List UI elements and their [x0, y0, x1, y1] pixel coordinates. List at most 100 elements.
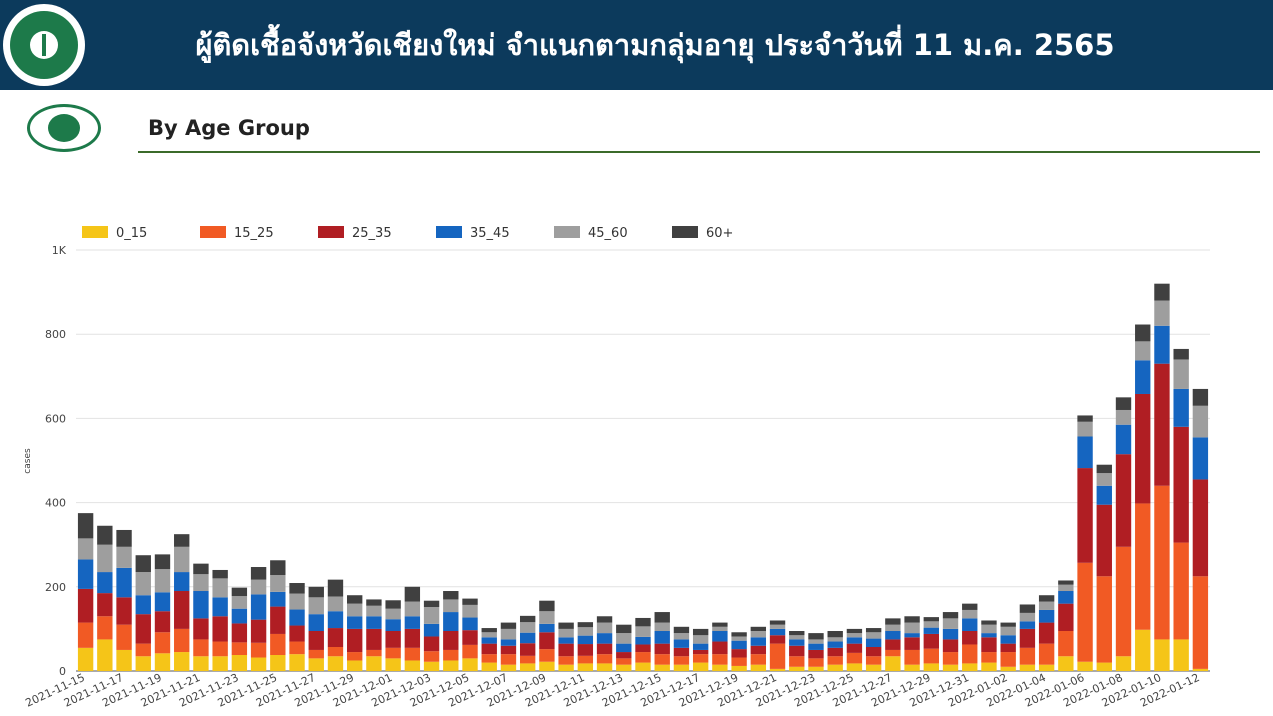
bar-segment	[750, 645, 767, 655]
bar-segment	[962, 663, 978, 671]
bar-segment	[885, 649, 901, 657]
bar-segment	[1019, 621, 1036, 629]
bar-segment	[865, 632, 882, 639]
bar-segment	[692, 643, 709, 650]
bar-segment	[827, 647, 843, 657]
bar-segment	[1077, 436, 1093, 469]
bar-segment	[539, 661, 555, 671]
bar-segment	[1019, 612, 1036, 622]
bar-segment	[1115, 454, 1132, 547]
bar-segment	[116, 649, 132, 671]
bar-segment	[558, 643, 574, 657]
bar-segment	[77, 588, 94, 623]
bar-segment	[1077, 468, 1093, 563]
bar-segment	[673, 633, 690, 640]
bar-segment	[981, 637, 997, 653]
bar-segment	[789, 666, 805, 671]
bar-segment	[404, 616, 421, 629]
bar-segment	[1038, 664, 1055, 671]
bar-segment	[135, 595, 151, 615]
bar-segment	[404, 601, 421, 617]
bar-segment	[885, 631, 901, 640]
bar-segment	[462, 617, 478, 631]
bar-segment	[1058, 631, 1074, 657]
bar-segment	[1173, 639, 1189, 671]
bar-segment	[423, 607, 440, 624]
bar-segment	[500, 622, 517, 629]
bar-segment	[904, 616, 920, 623]
bar-segment	[77, 538, 94, 560]
bar-segment	[1135, 341, 1151, 361]
bar-segment	[808, 658, 824, 667]
bar-segment	[789, 656, 805, 667]
legend-swatch	[82, 226, 108, 238]
bar-segment	[500, 664, 517, 671]
bar-segment	[712, 664, 728, 671]
bar-segment	[827, 631, 843, 638]
bar-segment	[231, 655, 248, 671]
bar-segment	[1173, 388, 1189, 427]
bar-segment	[750, 626, 767, 632]
bar-segment	[635, 636, 651, 645]
bar-segment	[116, 546, 132, 568]
bar-segment	[635, 617, 651, 627]
bar-segment	[250, 594, 267, 620]
bar-segment	[789, 635, 805, 640]
bar-segment	[193, 574, 209, 592]
bar-segment	[135, 614, 151, 644]
bar-segment	[1019, 604, 1036, 613]
bar-segment	[308, 586, 324, 598]
bar-segment	[1154, 485, 1170, 640]
bar-segment	[1058, 591, 1074, 604]
bar-segment	[769, 668, 786, 671]
bar-segment	[1000, 622, 1016, 627]
bar-segment	[212, 656, 228, 671]
bar-segment	[97, 572, 113, 594]
bar-segment	[750, 664, 767, 671]
bar-segment	[712, 622, 728, 627]
legend-label: 45_60	[588, 226, 628, 241]
bar-segment	[865, 638, 882, 648]
bar-segment	[116, 624, 132, 650]
y-tick-label: 600	[45, 412, 66, 425]
bar-segment	[366, 605, 382, 617]
bar-segment	[289, 609, 305, 626]
bar-segment	[673, 664, 690, 671]
bar-segment	[519, 622, 536, 633]
bar-segment	[443, 612, 459, 632]
bar-segment	[962, 631, 978, 645]
bar-segment	[616, 643, 632, 653]
bar-segment	[308, 631, 324, 650]
bar-segment	[289, 583, 305, 594]
y-axis-label: cases	[23, 448, 33, 474]
bar-segment	[327, 579, 344, 597]
bar-segment	[1192, 668, 1209, 671]
bar-segment	[904, 649, 920, 665]
bar-segment	[539, 600, 555, 612]
bar-segment	[885, 624, 901, 632]
bar-segment	[1173, 426, 1189, 543]
bar-segment	[1058, 584, 1074, 592]
bar-segment	[193, 563, 209, 575]
bar-segment	[231, 623, 248, 643]
bar-segment	[519, 615, 536, 623]
bar-segment	[481, 643, 497, 655]
bar-segment	[423, 661, 440, 671]
bar-segment	[1038, 595, 1055, 602]
bar-segment	[174, 572, 190, 592]
bar-segment	[827, 656, 843, 665]
legend-label: 60+	[706, 226, 733, 241]
bar-segment	[981, 624, 997, 634]
bar-segment	[539, 649, 555, 662]
bar-segment	[366, 649, 382, 657]
bar-segment	[616, 658, 632, 665]
bar-segment	[97, 639, 113, 671]
legend-swatch	[672, 226, 698, 238]
bar-segment	[327, 611, 344, 629]
bar-segment	[404, 660, 421, 671]
bar-segment	[1000, 652, 1016, 667]
bar-segment	[1038, 622, 1055, 644]
bar-segment	[193, 656, 209, 671]
legend-swatch	[436, 226, 462, 238]
bar-segment	[1038, 601, 1055, 610]
